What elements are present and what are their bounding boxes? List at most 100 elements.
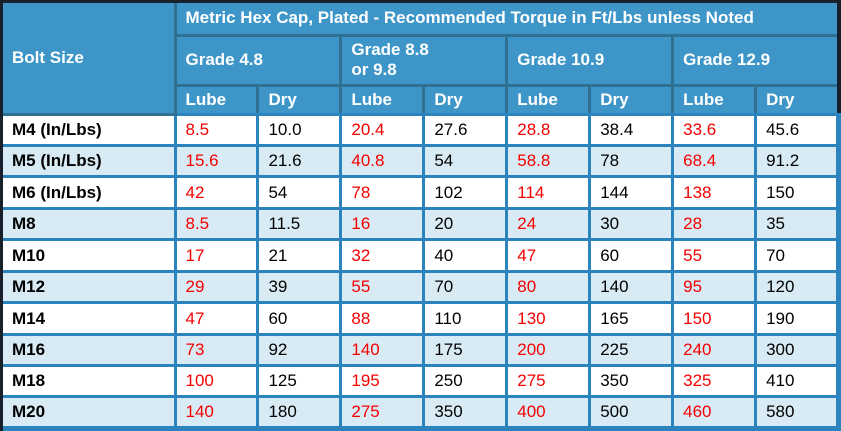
lube-value-cell: 29 <box>173 269 260 305</box>
table-row: M6 (In/Lbs) 42 54 78 102 114 144 138 150 <box>3 175 841 210</box>
dry-value-cell: 78 <box>588 143 675 179</box>
table-row: M10 17 21 32 40 47 60 55 70 <box>3 238 841 273</box>
table-row: M20 140 180 275 350 400 500 460 580 <box>3 395 841 431</box>
dry-value-cell: 21.6 <box>256 143 343 179</box>
table-row: M4 (In/Lbs) 8.5 10.0 20.4 27.6 28.8 38.4 33.6 45… <box>3 112 841 147</box>
dry-value-cell: 11.5 <box>256 206 343 242</box>
lube-value-cell: 325 <box>671 363 758 399</box>
dry-value-cell: 92 <box>256 332 343 368</box>
lube-value-cell: 55 <box>671 238 758 273</box>
subheader-lube: Lube <box>671 83 758 116</box>
table-row: M18 100 125 195 250 275 350 325 410 <box>3 363 841 399</box>
lube-value-cell: 17 <box>173 238 260 273</box>
lube-value-cell: 130 <box>505 301 592 336</box>
dry-value-cell: 102 <box>422 175 509 210</box>
lube-value-cell: 8.5 <box>173 206 260 242</box>
dry-value-cell: 175 <box>422 332 509 368</box>
bolt-size-cell: M4 (In/Lbs) <box>3 112 177 147</box>
lube-value-cell: 28.8 <box>505 112 592 147</box>
dry-value-cell: 250 <box>422 363 509 399</box>
subheader-lube: Lube <box>175 83 260 116</box>
bolt-size-cell: M16 <box>3 332 177 368</box>
bolt-size-cell: M12 <box>3 269 177 305</box>
torque-table: Bolt Size Metric Hex Cap, Plated - Recom… <box>3 3 841 431</box>
dry-value-cell: 45.6 <box>754 112 841 147</box>
dry-value-cell: 21 <box>256 238 343 273</box>
bolt-size-cell: M8 <box>3 206 177 242</box>
lube-value-cell: 42 <box>173 175 260 210</box>
bolt-size-cell: M6 (In/Lbs) <box>3 175 177 210</box>
table-body: M4 (In/Lbs) 8.5 10.0 20.4 27.6 28.8 38.4 33.6 45… <box>3 112 841 431</box>
subheader-dry: Dry <box>754 83 841 116</box>
lube-value-cell: 24 <box>505 206 592 242</box>
dry-value-cell: 180 <box>256 395 343 431</box>
dry-value-cell: 190 <box>754 301 841 336</box>
dry-value-cell: 70 <box>422 269 509 305</box>
lube-value-cell: 88 <box>339 301 426 336</box>
lube-value-cell: 275 <box>339 395 426 431</box>
dry-value-cell: 60 <box>588 238 675 273</box>
table-header: Bolt Size Metric Hex Cap, Plated - Recom… <box>3 3 841 116</box>
subheader-dry: Dry <box>588 83 675 116</box>
dry-value-cell: 140 <box>588 269 675 305</box>
table-row: M5 (In/Lbs) 15.6 21.6 40.8 54 58.8 78 68.4 91.2 <box>3 143 841 179</box>
dry-value-cell: 60 <box>256 301 343 336</box>
dry-value-cell: 40 <box>422 238 509 273</box>
dry-value-cell: 120 <box>754 269 841 305</box>
dry-value-cell: 54 <box>422 143 509 179</box>
lube-value-cell: 460 <box>671 395 758 431</box>
subheader-dry: Dry <box>422 83 509 116</box>
dry-value-cell: 580 <box>754 395 841 431</box>
bolt-size-cell: M20 <box>3 395 177 431</box>
lube-value-cell: 47 <box>505 238 592 273</box>
lube-value-cell: 78 <box>339 175 426 210</box>
lube-value-cell: 150 <box>671 301 758 336</box>
dry-value-cell: 54 <box>256 175 343 210</box>
table-row: M14 47 60 88 110 130 165 150 190 <box>3 301 841 336</box>
bolt-size-cell: M10 <box>3 238 177 273</box>
grade-header-row: Grade 4.8 Grade 8.8 or 9.8 Grade 10.9 Grade… <box>3 33 841 87</box>
lube-value-cell: 114 <box>505 175 592 210</box>
table-row: M12 29 39 55 70 80 140 95 120 <box>3 269 841 305</box>
dry-value-cell: 300 <box>754 332 841 368</box>
lube-value-cell: 200 <box>505 332 592 368</box>
lube-value-cell: 73 <box>173 332 260 368</box>
lube-value-cell: 32 <box>339 238 426 273</box>
bolt-size-cell: M18 <box>3 363 177 399</box>
subheader-lube: Lube <box>339 83 426 116</box>
dry-value-cell: 30 <box>588 206 675 242</box>
dry-value-cell: 125 <box>256 363 343 399</box>
lube-value-cell: 40.8 <box>339 143 426 179</box>
table-title: Metric Hex Cap, Plated - Recommended Tor… <box>173 3 841 37</box>
grade-header: Grade 12.9 <box>671 33 841 87</box>
lube-value-cell: 68.4 <box>671 143 758 179</box>
lube-value-cell: 195 <box>339 363 426 399</box>
lube-value-cell: 8.5 <box>173 112 260 147</box>
lube-value-cell: 28 <box>671 206 758 242</box>
lube-value-cell: 55 <box>339 269 426 305</box>
lube-value-cell: 240 <box>671 332 758 368</box>
dry-value-cell: 70 <box>754 238 841 273</box>
dry-value-cell: 27.6 <box>422 112 509 147</box>
dry-value-cell: 144 <box>588 175 675 210</box>
lube-value-cell: 15.6 <box>173 143 260 179</box>
table-row: M8 8.5 11.5 16 20 24 30 28 35 <box>3 206 841 242</box>
lube-value-cell: 80 <box>505 269 592 305</box>
dry-value-cell: 91.2 <box>754 143 841 179</box>
table-row: M16 73 92 140 175 200 225 240 300 <box>3 332 841 368</box>
lube-value-cell: 33.6 <box>671 112 758 147</box>
lube-value-cell: 47 <box>173 301 260 336</box>
lube-value-cell: 140 <box>173 395 260 431</box>
lube-value-cell: 140 <box>339 332 426 368</box>
lube-value-cell: 16 <box>339 206 426 242</box>
dry-value-cell: 10.0 <box>256 112 343 147</box>
lube-dry-header-row: Lube Dry Lube Dry Lube Dry Lube Dry <box>3 83 841 116</box>
lube-value-cell: 138 <box>671 175 758 210</box>
lube-value-cell: 20.4 <box>339 112 426 147</box>
lube-value-cell: 95 <box>671 269 758 305</box>
dry-value-cell: 20 <box>422 206 509 242</box>
dry-value-cell: 350 <box>588 363 675 399</box>
bolt-size-cell: M5 (In/Lbs) <box>3 143 177 179</box>
grade-header: Grade 8.8 or 9.8 <box>339 33 509 87</box>
